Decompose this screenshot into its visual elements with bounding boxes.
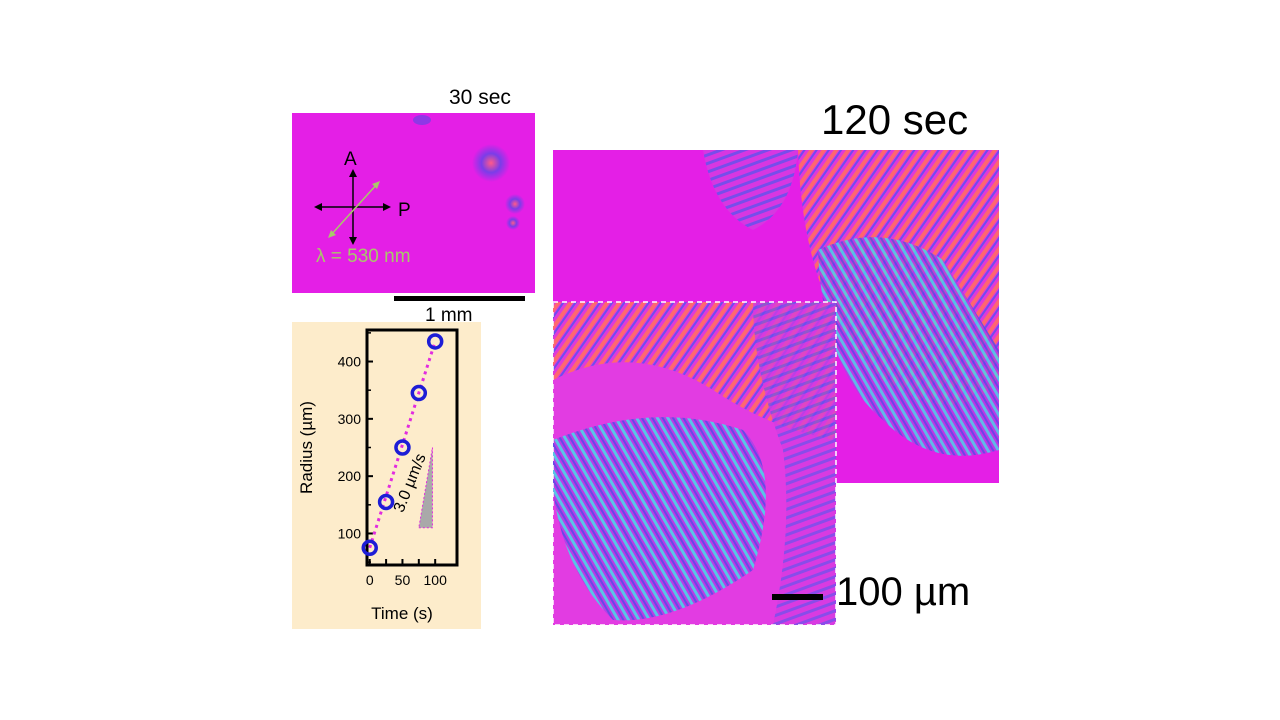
spherulite-domain — [413, 115, 431, 125]
x-tick-label: 100 — [424, 572, 448, 588]
spherulite-domain — [703, 150, 798, 230]
scale-label-small: 1 mm — [425, 305, 473, 326]
polarizer-label: P — [398, 200, 411, 221]
data-point — [394, 439, 411, 456]
scale-bar-large — [772, 594, 823, 600]
plot-frame — [365, 328, 459, 567]
data-point — [361, 539, 378, 557]
x-tick-label: 50 — [395, 572, 411, 588]
micrograph-background — [292, 113, 535, 293]
y-tick-label: 400 — [338, 354, 362, 370]
y-tick-label: 100 — [338, 525, 362, 541]
zoom-inset-border — [553, 301, 837, 625]
data-point — [410, 384, 428, 402]
y-tick-label: 300 — [338, 411, 362, 427]
y-axis-label: Radius (µm) — [297, 401, 316, 494]
data-point — [377, 493, 395, 511]
zoom-inset — [553, 301, 837, 625]
spherulite-domain — [472, 144, 510, 182]
time-label-large: 120 sec — [821, 96, 969, 143]
analyzer-label: A — [344, 149, 357, 170]
data-point — [426, 333, 444, 350]
spherulite-domain — [818, 237, 999, 456]
micrograph-small: A P λ = 530 nm — [292, 113, 535, 293]
scale-bar-small — [394, 296, 525, 301]
scale-label-large: 100 µm — [836, 570, 971, 614]
plot-panel: 100 200 300 400 0 50 100 Time (s) Radius (µm) 3.0… — [292, 322, 481, 629]
wavelength-label: λ = 530 nm — [316, 246, 411, 267]
y-tick-label: 200 — [338, 468, 362, 484]
time-label-small: 30 sec — [449, 86, 511, 109]
fit-line — [368, 341, 437, 549]
x-tick-label: 0 — [366, 572, 374, 588]
x-axis-label: Time (s) — [371, 604, 433, 623]
spherulite-domain — [506, 216, 520, 230]
polarizer-cross-icon — [314, 169, 391, 245]
micrograph-large — [553, 150, 999, 625]
wavelength-plate-arrow-icon — [328, 181, 380, 238]
spherulite-domain — [505, 194, 525, 214]
